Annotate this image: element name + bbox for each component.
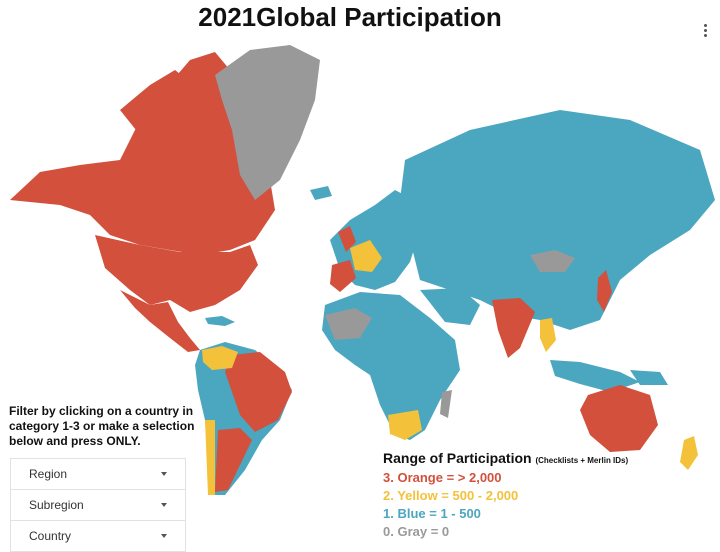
legend-subtitle: (Checklists + Merlin IDs) (535, 456, 629, 465)
legend-title-text: Range of Participation (383, 450, 532, 466)
region-canada (10, 52, 275, 255)
chevron-down-icon (161, 472, 167, 476)
region-asia (400, 110, 715, 330)
region-chile (205, 420, 215, 495)
filter-instructions: Filter by clicking on a country in categ… (9, 404, 195, 448)
region-thailand (540, 318, 556, 352)
region-mexico (120, 290, 200, 352)
region-greenland (215, 45, 320, 200)
region-middle-east (420, 288, 480, 325)
region-france-spain (330, 260, 356, 292)
chevron-down-icon (161, 503, 167, 507)
country-dropdown-label: Country (29, 529, 72, 543)
region-arctic-islands (120, 70, 200, 140)
region-colombia (202, 346, 238, 370)
legend: Range of Participation (Checklists + Mer… (383, 450, 628, 541)
region-brazil (225, 352, 292, 432)
filter-panel: Region Subregion Country (10, 458, 186, 552)
region-uk (338, 226, 356, 252)
region-central-europe (350, 240, 382, 272)
legend-item-blue: 1. Blue = 1 - 500 (383, 506, 481, 521)
legend-item-orange: 3. Orange = > 2,000 (383, 470, 502, 485)
subregion-dropdown[interactable]: Subregion (10, 489, 186, 520)
region-se-asia (550, 360, 640, 392)
legend-item-yellow: 2. Yellow = 500 - 2,000 (383, 488, 519, 503)
region-australia (580, 385, 658, 452)
chevron-down-icon (161, 534, 167, 538)
subregion-dropdown-label: Subregion (29, 498, 84, 512)
world-map[interactable] (0, 36, 720, 496)
legend-item-gray: 0. Gray = 0 (383, 524, 450, 539)
region-iceland (310, 186, 332, 200)
region-japan (597, 270, 612, 312)
kebab-menu-icon[interactable] (702, 22, 708, 39)
region-new-zealand (680, 436, 698, 470)
region-europe (330, 190, 420, 290)
region-india (492, 298, 535, 358)
region-caribbean (205, 316, 235, 326)
region-papua (630, 370, 668, 385)
country-dropdown[interactable]: Country (10, 520, 186, 552)
region-sahara (325, 308, 372, 340)
page-title: 2021Global Participation (198, 2, 502, 32)
region-madagascar (440, 390, 452, 418)
region-south-africa (388, 410, 422, 440)
region-argentina (215, 428, 252, 492)
region-usa (95, 235, 258, 312)
region-dropdown-label: Region (29, 467, 68, 481)
legend-title: Range of Participation (Checklists + Mer… (383, 450, 628, 466)
region-dropdown[interactable]: Region (10, 458, 186, 489)
region-mongolia (530, 250, 575, 272)
